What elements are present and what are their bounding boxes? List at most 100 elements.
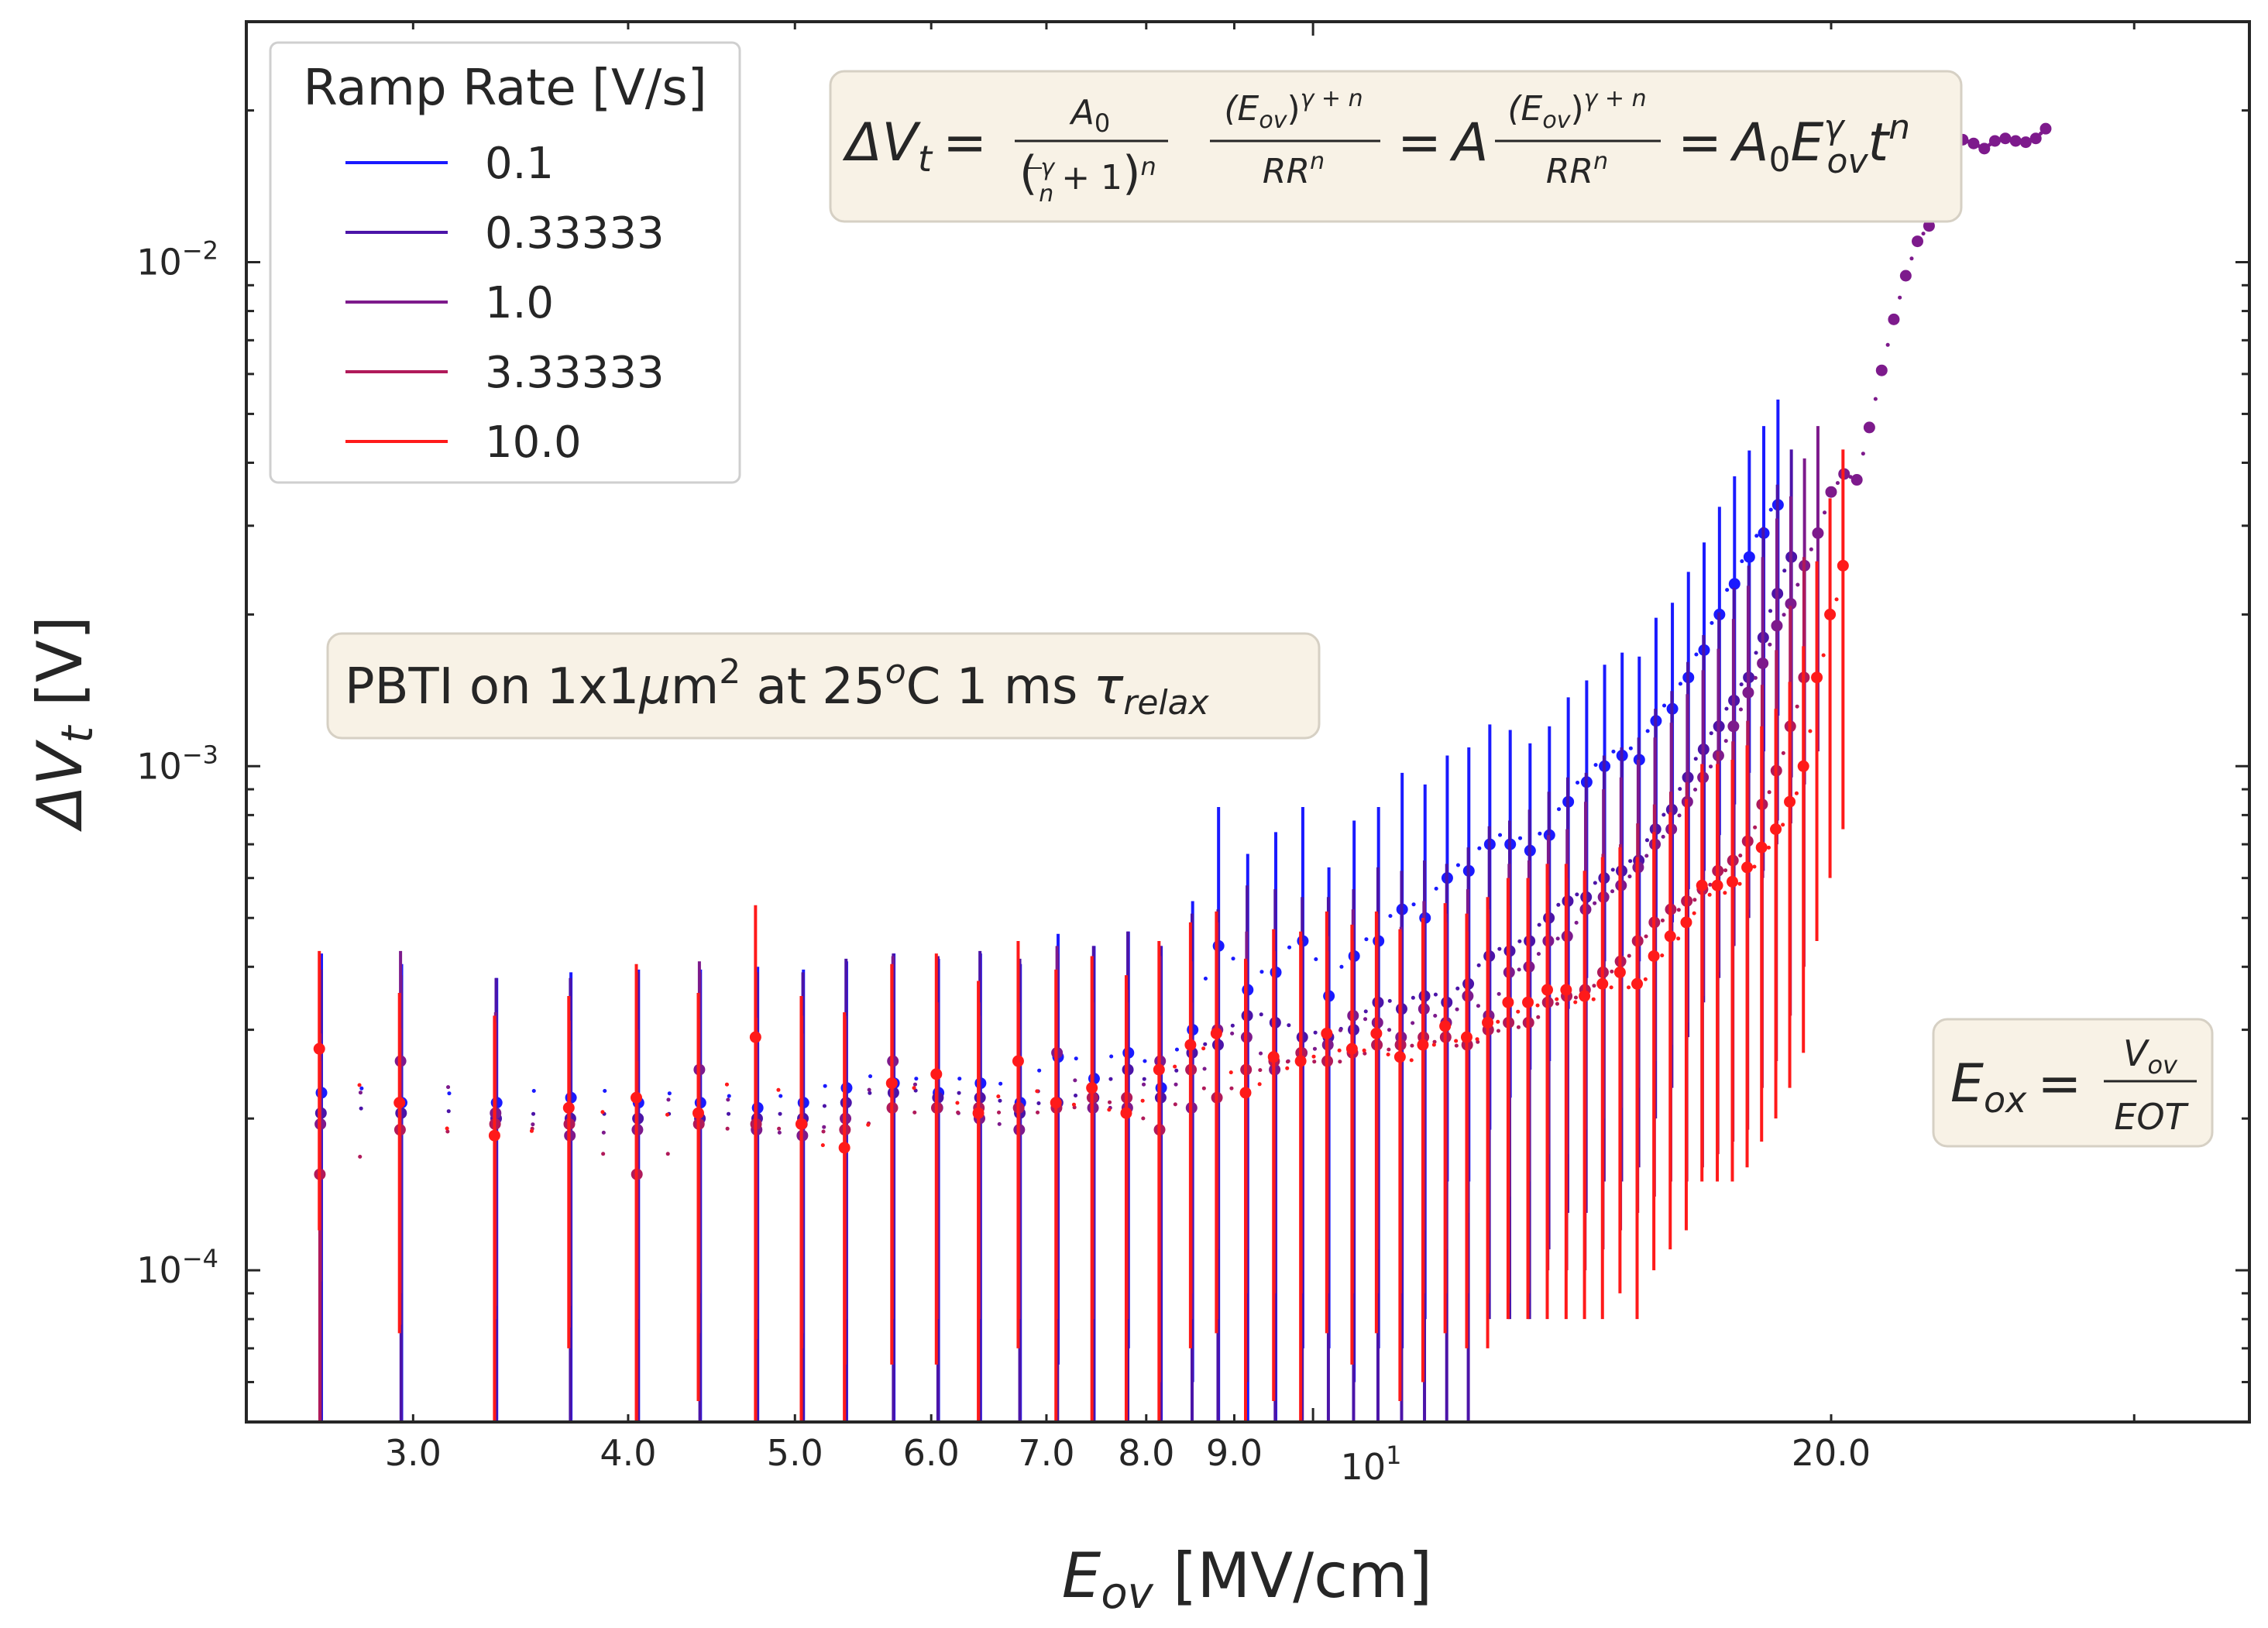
data-point (692, 1107, 705, 1119)
data-point (1850, 474, 1863, 486)
data-point (2009, 135, 2022, 147)
formula-frac3-denominator: RRn (1546, 148, 1608, 191)
eox-lhs: Eox = (1950, 1053, 2081, 1121)
y-tick-label: 10−4 (136, 1244, 218, 1291)
data-point (1210, 1027, 1222, 1039)
legend-title: Ramp Rate [V/s] (303, 60, 706, 117)
data-point (1784, 795, 1796, 808)
data-point (1863, 421, 1875, 434)
data-point (1393, 1051, 1406, 1063)
data-point (1321, 1027, 1333, 1039)
data-point (1370, 1027, 1383, 1039)
legend: Ramp Rate [V/s] 0.1 0.33333 1.0 3.33333 10.0 (269, 41, 741, 484)
formula-frac2-denominator: RRn (1263, 148, 1325, 191)
data-point (488, 1129, 500, 1142)
data-point (795, 1118, 807, 1130)
data-point (1797, 760, 1809, 772)
trend-dots (359, 507, 1773, 1098)
data-point (1294, 1055, 1307, 1067)
data-point (1728, 578, 1741, 590)
legend-label: 0.1 (485, 139, 554, 189)
legend-label: 3.33333 (485, 348, 665, 398)
data-point (1267, 1051, 1280, 1063)
data-point (1120, 1107, 1132, 1119)
data-point (1596, 977, 1609, 990)
trend-dots (358, 704, 1799, 1159)
data-point (2029, 132, 2042, 145)
data-point (1522, 996, 1534, 1008)
data-point (2019, 136, 2032, 149)
x-tick-label: 9.0 (1206, 1432, 1263, 1474)
data-point (1541, 984, 1554, 996)
conditions-annotation: PBTI on 1x1μm2 at 25oC 1 ms τrelax (326, 632, 1321, 740)
data-point (1999, 132, 2012, 145)
data-point (313, 1042, 325, 1055)
formula-lhs: ΔVt = (842, 112, 987, 180)
formula-annotation: ΔVt = A0 (γ n + 1)n (Eov)γ + n RRn = A (Eov)… (829, 70, 1963, 223)
legend-label: 0.33333 (485, 208, 665, 259)
data-point (1911, 235, 1923, 248)
x-tick-label: 5.0 (767, 1432, 823, 1474)
data-point (930, 1068, 943, 1080)
data-point (1239, 1087, 1252, 1099)
conditions-box (326, 632, 1321, 740)
conditions-text: PBTI on 1x1μm2 at 25oC 1 ms τrelax (345, 652, 1210, 723)
data-point (1742, 686, 1754, 699)
data-point (1184, 1039, 1197, 1051)
data-point (1837, 559, 1849, 572)
legend-label: 10.0 (485, 417, 582, 468)
formula-frac1-denominator: (γ n + 1)n (1019, 146, 1156, 208)
legend-label: 1.0 (485, 278, 554, 328)
data-point (1153, 1063, 1165, 1076)
data-point (1757, 657, 1769, 669)
data-point (562, 1101, 575, 1114)
data-point (1050, 1097, 1062, 1109)
data-point (1743, 551, 1755, 563)
data-point (1785, 598, 1797, 610)
y-tick-labels: 10−4 10−3 10−2 (136, 236, 218, 1292)
data-point (1460, 1031, 1472, 1043)
data-point (1988, 135, 2001, 147)
data-point (393, 1097, 406, 1109)
data-point (1345, 1042, 1358, 1055)
data-point (1086, 1082, 1098, 1094)
data-point (1012, 1055, 1024, 1067)
x-tick-label: 4.0 (600, 1432, 656, 1474)
data-point (1875, 364, 1888, 376)
data-point (1482, 1016, 1494, 1029)
data-point (1711, 879, 1723, 891)
x-tick-label: 6.0 (903, 1432, 960, 1474)
x-tick-label: 8.0 (1118, 1432, 1174, 1474)
data-point (838, 1142, 850, 1154)
data-point (885, 1077, 898, 1090)
data-point (1579, 990, 1591, 1002)
data-point (1439, 1020, 1452, 1032)
data-point (1680, 916, 1692, 929)
legend-entries: 0.1 0.33333 1.0 3.33333 10.0 (345, 139, 665, 468)
eox-numerator: Vov (2123, 1032, 2178, 1080)
formula-mid: = A (1397, 112, 1489, 173)
data-point (749, 1031, 761, 1043)
formula-frac2-numerator: (Eov)γ + n (1224, 85, 1363, 134)
data-point (1664, 930, 1676, 943)
data-point (1888, 313, 1900, 325)
formula-frac3-numerator: (Eov)γ + n (1507, 85, 1646, 134)
y-tick-label: 10−3 (136, 740, 218, 787)
data-point (1771, 620, 1783, 632)
data-point (2039, 122, 2052, 135)
x-tick-labels: 3.0 4.0 5.0 6.0 7.0 8.0 9.0 20.0 (385, 1432, 1871, 1474)
data-point (1824, 608, 1837, 620)
data-point (1923, 220, 1935, 232)
trend-dots (359, 568, 1787, 1116)
x-tick-label: 7.0 (1018, 1432, 1074, 1474)
tick-layer (246, 20, 2249, 1424)
data-point (1727, 720, 1740, 733)
data-point (1560, 984, 1572, 996)
formula-box (829, 70, 1963, 223)
data-point (1812, 527, 1824, 539)
data-point (1811, 671, 1823, 684)
data-point (1978, 143, 1991, 155)
data-point (1967, 137, 1980, 149)
data-point (1631, 977, 1644, 990)
